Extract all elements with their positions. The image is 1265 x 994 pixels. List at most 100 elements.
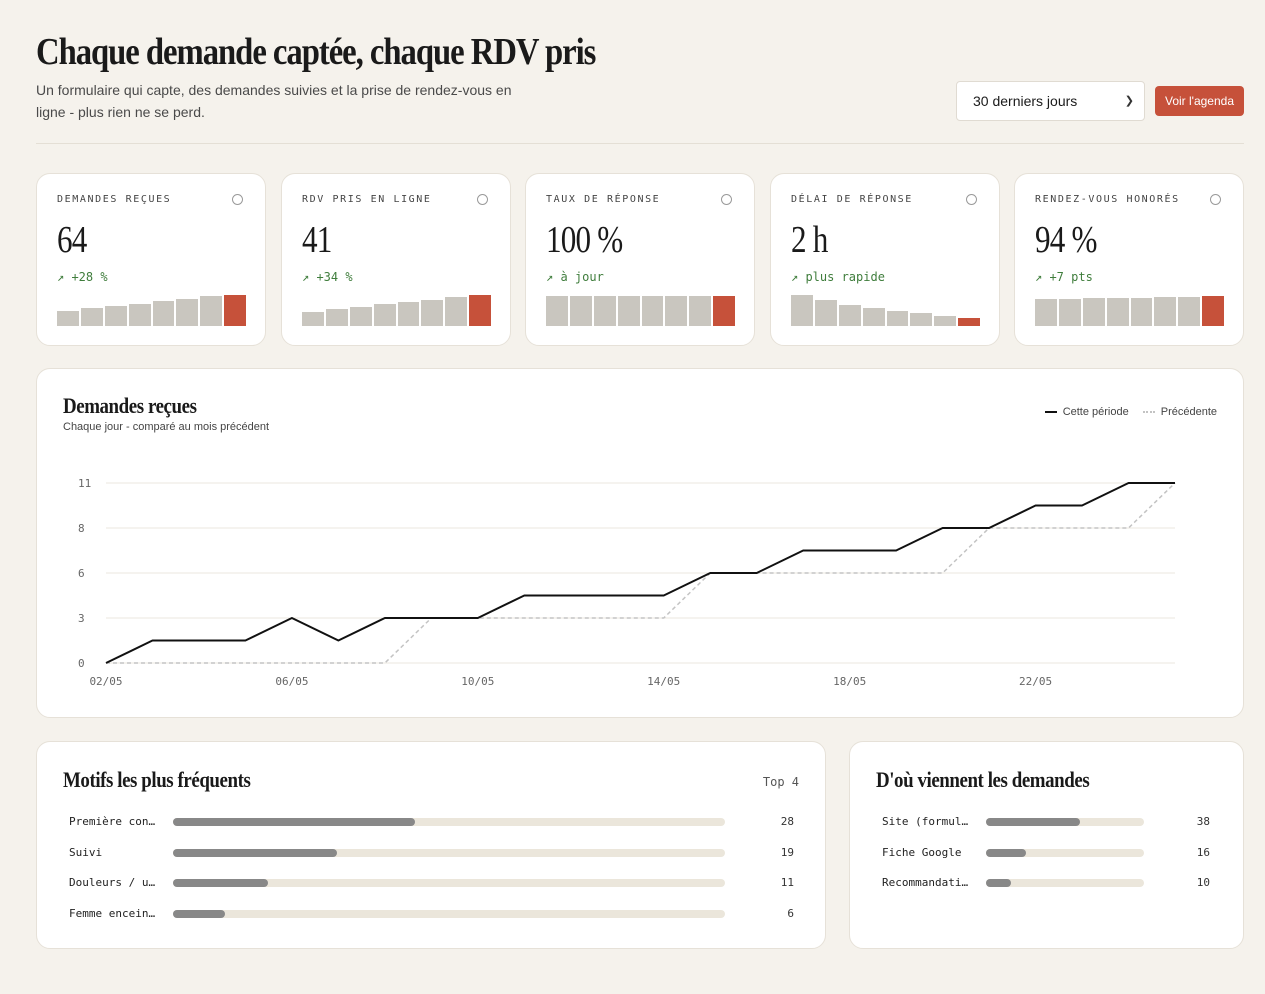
requests-line-chart: 0 3 6 8 11 02/05 06/05 10/05 14/05 18/05 22/05 xyxy=(78,477,1176,688)
bar-list-row: Recommandati… 10 xyxy=(882,875,1217,891)
kpi-spark-bar xyxy=(886,310,909,326)
kpi-spark-bar xyxy=(1154,297,1177,326)
kpi-spark-bar xyxy=(152,301,175,326)
kpi-spark-bar xyxy=(445,297,468,326)
bar-list-row: Première con… 28 xyxy=(69,814,799,830)
kpi-spark-bar xyxy=(617,296,640,326)
bar-list-track xyxy=(173,909,725,918)
info-icon[interactable] xyxy=(966,194,977,205)
series-line-previous xyxy=(106,482,1176,664)
agenda-button[interactable]: Voir l'agenda xyxy=(1155,86,1244,116)
bar-list-value: 38 xyxy=(1196,815,1210,828)
page-title: Chaque demande captée, chaque RDV pris xyxy=(36,31,596,73)
bar-list-row: Douleurs / u… 11 xyxy=(69,875,799,891)
sources-card: D'où viennent les demandes Site (formul…… xyxy=(849,741,1244,949)
bar-list-track xyxy=(986,818,1144,826)
kpi-spark-bar xyxy=(421,299,444,326)
y-tick-label: 6 xyxy=(78,567,85,580)
chevron-down-icon: ❯ xyxy=(1124,95,1134,107)
kpi-card[interactable]: RDV PRIS EN LIGNE 41 ↗ +34 % xyxy=(281,173,511,346)
kpi-label: DEMANDES REÇUES xyxy=(57,194,172,205)
legend-current-swatch xyxy=(1044,411,1057,413)
bar-list-track xyxy=(173,879,725,887)
kpi-delta: ↗ +34 % xyxy=(302,270,353,284)
kpi-card[interactable]: RENDEZ-VOUS HONORÉS 94 % ↗ +7 pts xyxy=(1014,173,1244,346)
x-tick-label: 06/05 xyxy=(275,675,308,688)
bar-list-label: Douleurs / u… xyxy=(69,876,156,889)
kpi-sparkbars xyxy=(1035,286,1224,326)
kpi-card[interactable]: DEMANDES REÇUES 64 ↗ +28 % xyxy=(36,173,266,346)
kpi-card[interactable]: DÉLAI DE RÉPONSE 2 h ↗ plus rapide xyxy=(770,173,1000,346)
bar-list-value: 28 xyxy=(780,815,794,828)
bar-list-track xyxy=(173,818,725,826)
kpi-value: 2 h xyxy=(791,219,828,261)
kpi-spark-bar xyxy=(546,296,568,326)
y-tick-label: 0 xyxy=(78,657,85,670)
bar-list-row: Suivi 19 xyxy=(69,845,799,861)
x-tick-label: 14/05 xyxy=(647,675,680,688)
x-tick-label: 10/05 xyxy=(461,675,494,688)
info-icon[interactable] xyxy=(232,194,243,205)
bar-list-fill xyxy=(173,818,415,826)
x-tick-label: 02/05 xyxy=(89,675,122,688)
page-header: Chaque demande captée, chaque RDV pris U… xyxy=(36,30,1244,144)
x-tick-label: 22/05 xyxy=(1019,675,1052,688)
kpi-spark-bar xyxy=(713,296,735,326)
kpi-spark-bar xyxy=(910,313,933,326)
kpi-spark-bar xyxy=(1178,297,1201,326)
kpi-spark-bar xyxy=(349,306,372,326)
bar-list-label: Première con… xyxy=(69,815,156,828)
kpi-card[interactable]: TAUX DE RÉPONSE 100 % ↗ à jour xyxy=(525,173,755,346)
bar-list-track xyxy=(986,879,1144,887)
kpi-spark-bar xyxy=(469,294,491,326)
bar-list-value: 16 xyxy=(1196,845,1210,859)
info-icon[interactable] xyxy=(477,194,488,205)
motifs-card: Motifs les plus fréquents Top 4 Première… xyxy=(36,741,826,949)
series-line-current xyxy=(105,482,1175,664)
chart-legend: Cette période Précédente xyxy=(1044,406,1217,418)
kpi-spark-bar xyxy=(1130,298,1153,326)
kpi-sparkbars xyxy=(791,286,980,326)
info-icon[interactable] xyxy=(1210,194,1221,205)
x-tick-label: 18/05 xyxy=(833,675,866,688)
kpi-spark-bar xyxy=(80,308,103,326)
kpi-spark-bar xyxy=(224,294,246,326)
bar-list-label: Recommandati… xyxy=(882,876,969,889)
kpi-delta: ↗ plus rapide xyxy=(791,270,885,284)
period-select-value: 30 derniers jours xyxy=(973,93,1078,109)
kpi-spark-bar xyxy=(1202,296,1224,326)
bar-list-label: Femme encein… xyxy=(69,906,156,920)
kpi-spark-bar xyxy=(1082,298,1105,326)
chart-subtitle: Chaque jour - comparé au mois précédent xyxy=(63,421,270,433)
kpi-spark-bar xyxy=(373,304,396,326)
kpi-spark-bar xyxy=(814,300,837,326)
y-tick-label: 11 xyxy=(78,477,91,490)
kpi-label: TAUX DE RÉPONSE xyxy=(546,194,661,205)
kpi-label: RDV PRIS EN LIGNE xyxy=(302,194,432,205)
bar-list-fill xyxy=(986,818,1080,826)
period-select[interactable]: 30 derniers jours ❯ xyxy=(956,81,1145,121)
kpi-spark-bar xyxy=(1035,298,1057,326)
info-icon[interactable] xyxy=(721,194,732,205)
legend-current-label: Cette période xyxy=(1062,406,1129,418)
motifs-title: Motifs les plus fréquents xyxy=(63,767,251,792)
page-subtitle: Un formulaire qui capte, des demandes su… xyxy=(36,82,512,120)
kpi-spark-bar xyxy=(934,315,957,326)
bar-list-fill xyxy=(173,879,268,887)
bar-list-track xyxy=(986,848,1144,857)
y-tick-label: 8 xyxy=(78,522,85,535)
kpi-sparkbars xyxy=(57,286,246,326)
bar-list-row: Site (formul… 38 xyxy=(882,814,1217,830)
kpi-spark-bar xyxy=(569,296,592,326)
bar-list-value: 10 xyxy=(1196,876,1210,889)
kpi-value: 100 % xyxy=(546,219,623,261)
kpi-spark-bar xyxy=(397,302,420,326)
kpi-value: 64 xyxy=(57,219,87,261)
kpi-delta: ↗ à jour xyxy=(546,270,604,284)
kpi-label: RENDEZ-VOUS HONORÉS xyxy=(1035,194,1180,205)
kpi-spark-bar xyxy=(641,296,664,326)
kpi-sparkbars xyxy=(302,286,491,326)
kpi-label: DÉLAI DE RÉPONSE xyxy=(791,194,913,205)
bar-list-fill xyxy=(986,848,1026,857)
kpi-spark-bar xyxy=(689,296,712,326)
